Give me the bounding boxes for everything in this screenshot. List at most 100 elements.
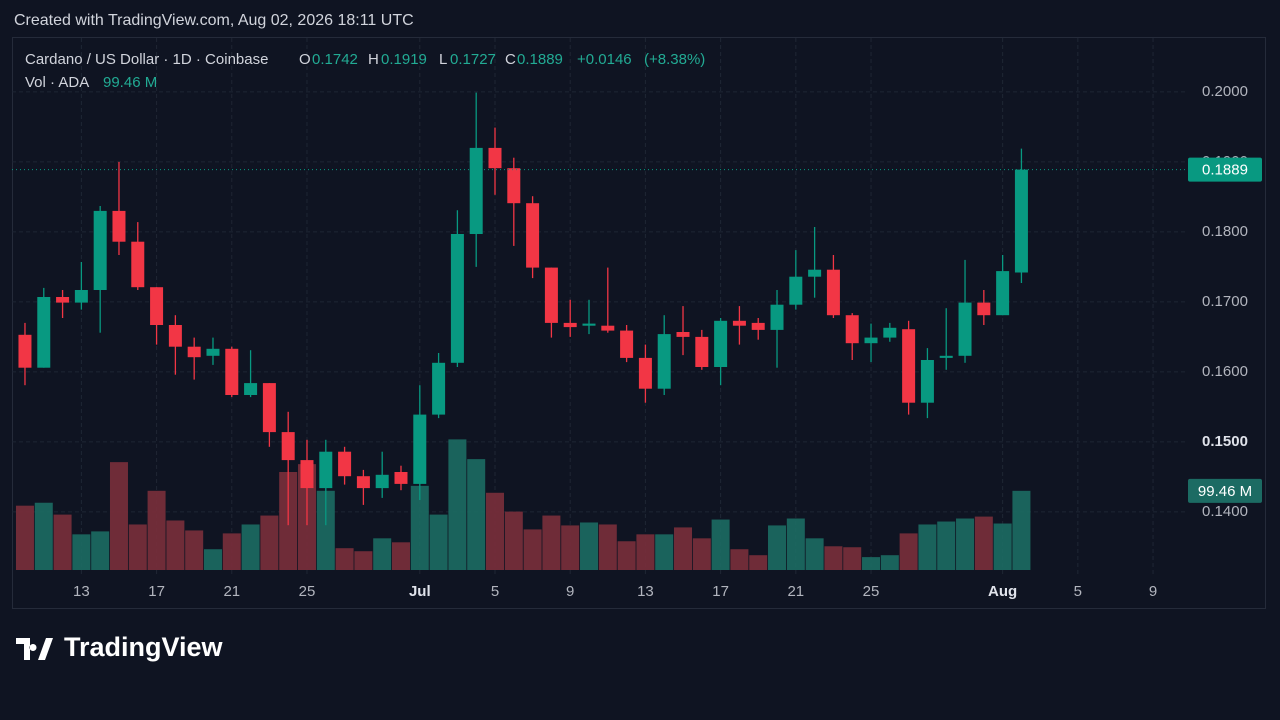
volume-bar [109,462,128,570]
x-tick-label: Aug [988,583,1017,600]
candle-body [902,329,916,403]
ohlc-label: O [299,51,311,68]
x-tick-label: 5 [491,583,499,600]
volume-bar [185,530,204,570]
volume-bar [316,490,335,570]
candle-body [620,330,634,358]
candle-body [1014,169,1028,273]
last-price-label: 0.1889 [1202,162,1248,179]
volume-bar [880,555,899,570]
volume-tag-label: 99.46 M [1198,483,1252,500]
candle-body [563,322,577,328]
x-tick-label: 25 [299,583,316,600]
candle-body [469,147,483,234]
candle-body [300,460,314,489]
x-tick-label: Jul [409,583,431,600]
chart-frame [12,37,1266,609]
candle-layer [18,92,1028,526]
y-tick-label: 0.1600 [1202,363,1248,380]
candle-body [920,360,934,403]
close-value: 0.1889 [517,51,563,68]
candle-body [751,322,765,330]
x-tick-label: 9 [1149,583,1157,600]
volume-bar [692,538,711,570]
volume-bar [34,502,53,570]
volume-bar [617,541,636,570]
candle-body [112,210,126,242]
x-tick-label: 21 [787,583,804,600]
volume-bar [222,533,241,570]
volume-bar [448,439,467,570]
volume-bar [598,524,617,570]
volume-bar [147,490,166,570]
volume-value: 99.46 M [103,74,157,91]
brand-logo: TradingView [16,632,224,662]
candle-body [601,325,615,331]
candle-body [225,348,239,395]
volume-bar [899,533,918,570]
volume-bar [768,525,787,570]
candle-body [432,362,446,415]
candle-body [18,334,32,368]
volume-bar [655,534,674,570]
candle-body [657,334,671,389]
candle-body [74,290,88,303]
volume-bar [937,521,956,570]
low-value: 0.1727 [450,51,496,68]
candle-body [338,451,352,477]
candle-body [770,304,784,330]
volume-bar [53,514,72,570]
volume-bar [749,555,768,570]
x-tick-label: 17 [148,583,165,600]
volume-tag [1188,478,1262,503]
volume-bar [580,522,599,570]
volume-bar [373,538,392,570]
candle-body [507,168,521,204]
candle-body [319,451,333,489]
candle-body [488,147,502,169]
candle-body [789,276,803,305]
volume-bar [862,557,881,570]
watermark: Created with TradingView.com, Aug 02, 20… [14,12,414,29]
volume-bar [486,492,504,570]
candle-body [187,346,201,358]
candle-body [826,269,840,316]
volume-bar [805,538,824,570]
candle-body [958,302,972,356]
candle-body [996,271,1010,316]
volume-bar [128,524,147,570]
candle-body [808,269,822,277]
y-tick-label: 0.1700 [1202,293,1248,310]
volume-bar [824,546,843,570]
volume-bar [993,523,1012,570]
candle-body [732,320,746,326]
volume-name: Vol · ADA [25,74,89,91]
candle-body [206,348,220,356]
candle-body [977,302,991,316]
last-price-tag [1188,157,1262,182]
candle-body [394,472,408,484]
candle-body [883,327,897,338]
volume-bar [674,527,693,570]
volume-bar [15,505,34,570]
volume-bar [354,551,373,570]
candle-body [695,336,709,367]
volume-layer [15,439,1031,570]
candle-body [150,287,164,325]
candle-body [56,297,70,303]
volume-bar [260,515,279,570]
volume-bar [542,515,561,570]
x-tick-label: 5 [1074,583,1082,600]
volume-bar [561,525,580,570]
open-value: 0.1742 [312,51,358,68]
candle-body [131,241,145,288]
change: +0.0146 [577,51,632,68]
volume-bar [730,549,749,570]
change-pct: (+8.38%) [644,51,705,68]
y-tick-label: 0.1800 [1202,223,1248,240]
candle-body [262,383,276,433]
candle-body [638,357,652,389]
logo-icon [16,638,53,660]
candle-body [244,383,258,395]
